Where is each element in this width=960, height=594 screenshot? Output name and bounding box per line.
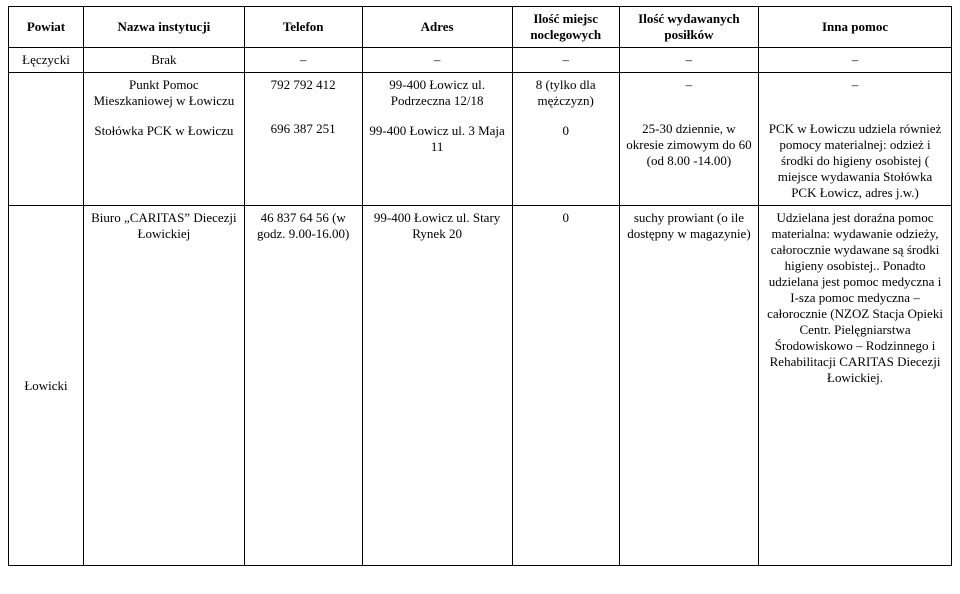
table-row: Łęczycki Brak – – – – – <box>9 48 952 73</box>
col-header-nazwa: Nazwa instytucji <box>84 7 245 48</box>
cell-telefon-text: 696 387 251 <box>251 121 356 137</box>
col-header-nocleg: Ilość miejsc noclegowych <box>512 7 619 48</box>
cell-posilki-text: – <box>626 77 752 93</box>
cell-adres-text: 99-400 Łowicz ul. 3 Maja 11 <box>369 123 506 155</box>
cell-posilki: suchy prowiant (o ile dostępny w magazyn… <box>619 206 758 566</box>
table-row: Łowicki Biuro „CARITAS” Diecezji Łowicki… <box>9 206 952 566</box>
cell-posilki: – <box>619 48 758 73</box>
cell-powiat: Łęczycki <box>9 48 84 73</box>
col-header-inna: Inna pomoc <box>759 7 952 48</box>
cell-powiat <box>9 73 84 206</box>
cell-powiat: Łowicki <box>9 206 84 566</box>
cell-telefon: 792 792 412 696 387 251 <box>244 73 362 206</box>
cell-nazwa-text: Punkt Pomoc Mieszkaniowej w Łowiczu <box>90 77 238 109</box>
cell-nocleg: 8 (tylko dla mężczyzn) 0 <box>512 73 619 206</box>
cell-telefon: 46 837 64 56 (w godz. 9.00-16.00) <box>244 206 362 566</box>
col-header-adres: Adres <box>362 7 512 48</box>
col-header-powiat: Powiat <box>9 7 84 48</box>
cell-adres: 99-400 Łowicz ul. Podrzeczna 12/18 99-40… <box>362 73 512 206</box>
cell-telefon: – <box>244 48 362 73</box>
cell-nocleg: 0 <box>512 206 619 566</box>
cell-nocleg-text: 8 (tylko dla mężczyzn) <box>519 77 613 109</box>
col-header-telefon: Telefon <box>244 7 362 48</box>
cell-nazwa: Biuro „CARITAS” Diecezji Łowickiej <box>84 206 245 566</box>
cell-inna: – <box>759 48 952 73</box>
cell-adres: 99-400 Łowicz ul. Stary Rynek 20 <box>362 206 512 566</box>
cell-nocleg-text: 0 <box>519 123 613 139</box>
cell-posilki: – 25-30 dziennie, w okresie zimowym do 6… <box>619 73 758 206</box>
cell-nocleg: – <box>512 48 619 73</box>
cell-nazwa: Brak <box>84 48 245 73</box>
cell-adres: – <box>362 48 512 73</box>
cell-nazwa: Punkt Pomoc Mieszkaniowej w Łowiczu Stoł… <box>84 73 245 206</box>
cell-inna-text: – <box>765 77 945 93</box>
cell-adres-text: 99-400 Łowicz ul. Podrzeczna 12/18 <box>369 77 506 109</box>
cell-inna: – PCK w Łowiczu udziela również pomocy m… <box>759 73 952 206</box>
cell-nazwa-text: Stołówka PCK w Łowiczu <box>90 123 238 139</box>
cell-telefon-text: 792 792 412 <box>251 77 356 93</box>
cell-inna-text: PCK w Łowiczu udziela również pomocy mat… <box>765 121 945 201</box>
table-header-row: Powiat Nazwa instytucji Telefon Adres Il… <box>9 7 952 48</box>
institutions-table: Powiat Nazwa instytucji Telefon Adres Il… <box>8 6 952 566</box>
cell-posilki-text: 25-30 dziennie, w okresie zimowym do 60 … <box>626 121 752 169</box>
col-header-posilki: Ilość wydawanych posiłków <box>619 7 758 48</box>
cell-inna: Udzielana jest doraźna pomoc materialna:… <box>759 206 952 566</box>
